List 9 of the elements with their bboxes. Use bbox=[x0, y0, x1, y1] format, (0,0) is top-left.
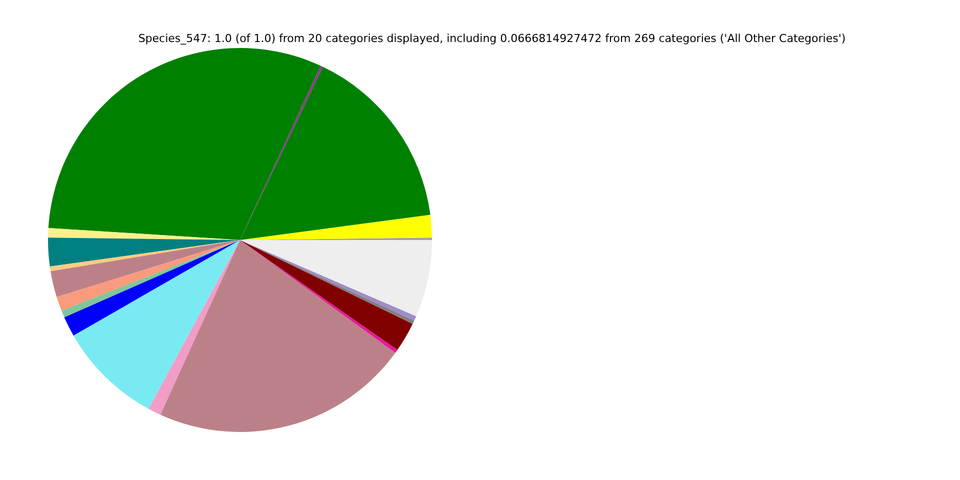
pie-slice bbox=[148, 240, 240, 415]
pie-slice bbox=[74, 240, 240, 409]
text: Species_547: 1.0 (of 1.0) from 20 categories displayed, including 0.0666814927472 from 269 categories ('All Other Categories') bbox=[138, 32, 846, 45]
pie-slice bbox=[50, 240, 240, 272]
pie-slice bbox=[160, 240, 396, 432]
pie-slice bbox=[64, 240, 240, 336]
pie-slice bbox=[50, 240, 240, 298]
pie-slice bbox=[48, 238, 240, 266]
pie-slice bbox=[240, 214, 432, 240]
